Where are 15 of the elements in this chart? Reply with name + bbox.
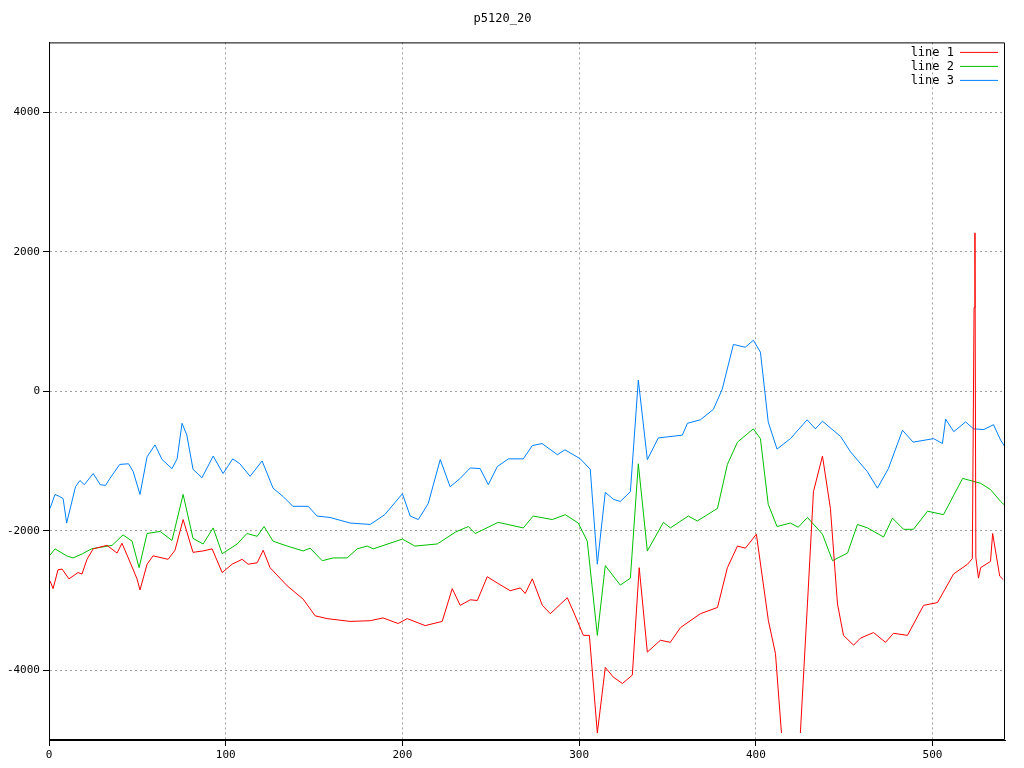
y-tick-label: -4000 [6,663,40,677]
x-tick-label: 200 [392,748,413,762]
x-tick-label: 0 [45,748,53,762]
legend-label: line 2 [910,58,954,73]
x-tick-label: 300 [569,748,590,762]
y-tick-label: 2000 [13,244,40,258]
y-tick-label: 4000 [13,105,40,119]
x-tick-label: 500 [922,748,943,762]
y-tick-label: -2000 [6,523,40,537]
x-tick-label: 400 [745,748,766,762]
legend-label: line 3 [910,72,954,87]
legend-label: line 1 [910,44,954,59]
chart-title: p5120_20 [473,11,532,26]
x-tick-label: 100 [215,748,236,762]
y-tick-label: 0 [33,384,40,398]
